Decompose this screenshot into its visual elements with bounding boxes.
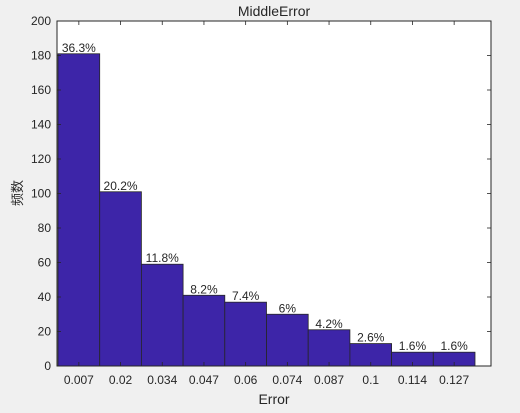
y-tick-label: 100 — [31, 187, 51, 201]
y-tick-label: 60 — [38, 256, 52, 270]
x-tick-label: 0.087 — [314, 373, 344, 387]
data-label: 2.6% — [357, 331, 385, 345]
x-tick-label: 0.007 — [64, 373, 94, 387]
x-tick-label: 0.02 — [109, 373, 133, 387]
y-tick-label: 20 — [38, 325, 52, 339]
y-tick-label: 180 — [31, 49, 51, 63]
y-tick-label: 80 — [38, 221, 52, 235]
x-tick-label: 0.1 — [362, 373, 379, 387]
bar — [99, 191, 142, 367]
data-label: 11.8% — [146, 251, 179, 265]
y-tick-label: 120 — [31, 152, 51, 166]
bar — [140, 263, 184, 367]
x-tick-label: 0.074 — [272, 373, 302, 387]
data-label: 36.3% — [62, 41, 96, 55]
plot-frame — [56, 20, 492, 367]
bar — [307, 329, 351, 367]
y-tick-label: 140 — [31, 118, 51, 132]
y-tick-label: 0 — [44, 359, 51, 373]
y-tick-label: 160 — [31, 83, 51, 97]
bar — [266, 313, 309, 367]
y-tick-label: 200 — [31, 14, 51, 28]
labels: 36.3% 0.007 20.2% 0.02 11.8% 0.034 8.2% 0.047 7.… — [31, 14, 470, 387]
data-label: 1.6% — [399, 339, 427, 353]
y-axis-label: 频数 — [10, 180, 25, 206]
bar — [57, 53, 101, 367]
bars — [57, 53, 476, 367]
bar — [224, 301, 267, 367]
x-tick-label: 0.034 — [147, 373, 177, 387]
data-label: 1.6% — [440, 339, 468, 353]
data-label: 8.2% — [190, 282, 218, 296]
bar — [182, 294, 226, 367]
data-label: 7.4% — [232, 289, 260, 303]
data-label: 6% — [279, 301, 297, 315]
chart-title: MiddleError — [238, 3, 311, 19]
y-tick-label: 40 — [38, 290, 52, 304]
x-tick-label: 0.047 — [189, 373, 219, 387]
x-tick-label: 0.06 — [234, 373, 258, 387]
data-label: 4.2% — [315, 317, 343, 331]
x-tick-label: 0.114 — [398, 373, 427, 387]
data-label: 20.2% — [104, 179, 138, 193]
x-tick-label: 0.127 — [439, 373, 469, 387]
x-axis-label: Error — [258, 391, 289, 407]
